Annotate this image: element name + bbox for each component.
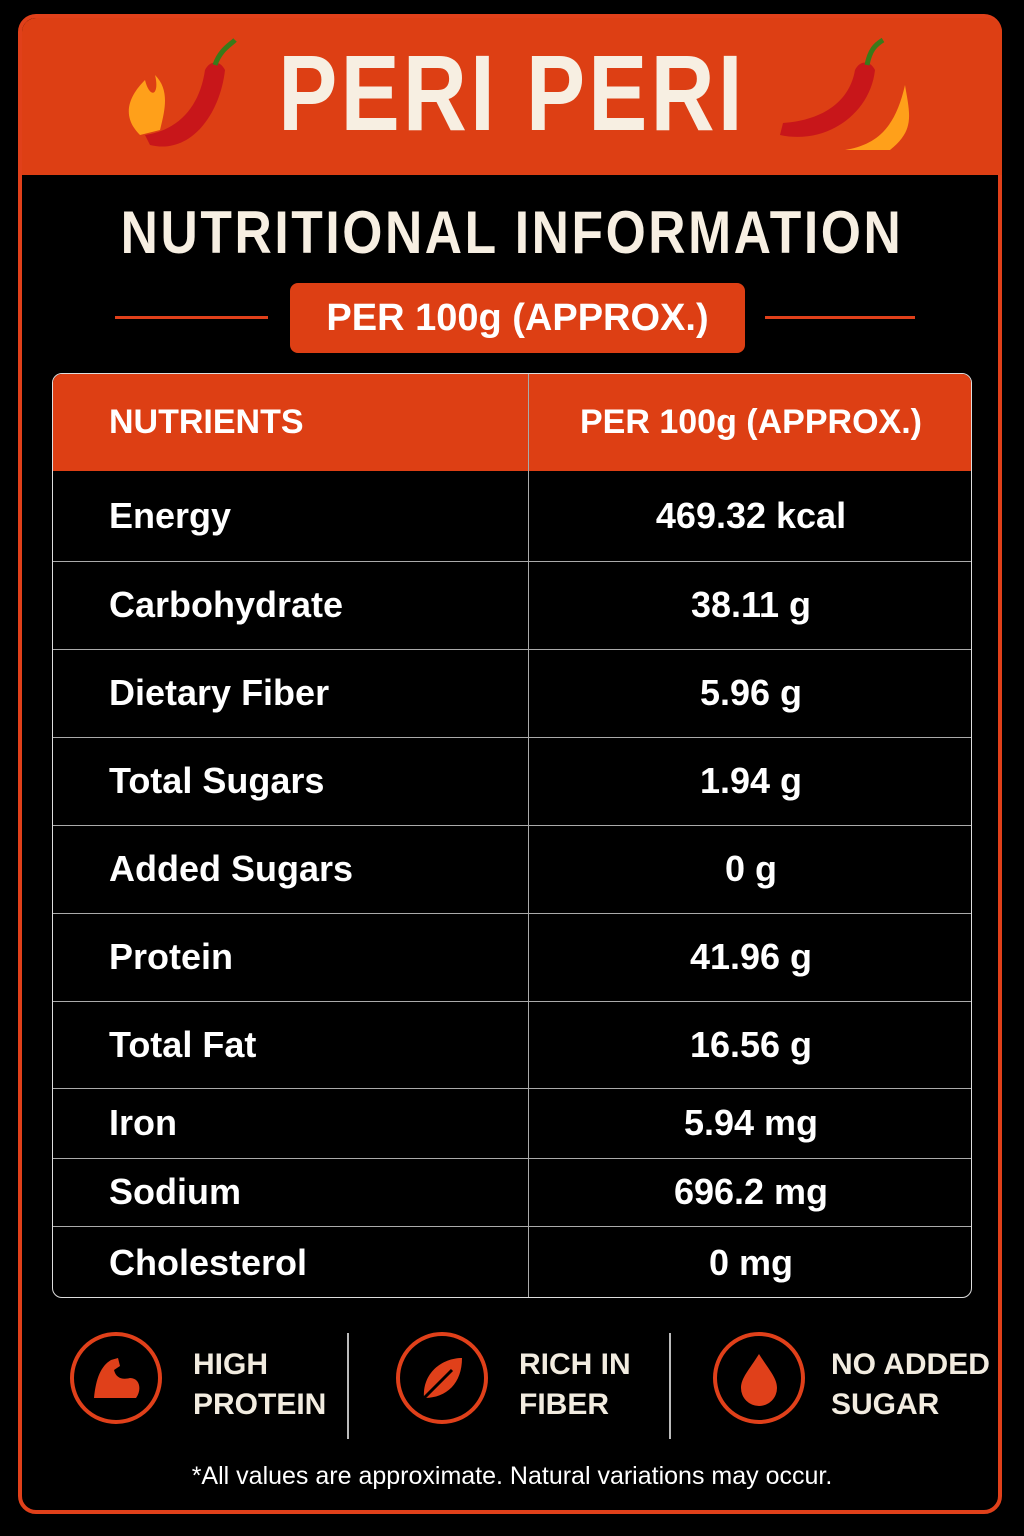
feature-icon xyxy=(396,1332,488,1424)
header-row xyxy=(53,374,971,471)
nutrient-name: Cholesterol xyxy=(109,1241,308,1283)
column-divider xyxy=(528,374,529,1297)
subtitle: NUTRITIONAL INFORMATION xyxy=(120,199,904,266)
nutrient-name: Total Fat xyxy=(109,1023,257,1065)
nutrient-value: 5.94 mg xyxy=(683,1102,819,1143)
nutrient-name: Carbohydrate xyxy=(109,584,344,625)
feature-label: RICH IN xyxy=(519,1348,631,1381)
footnote: *All values are approximate. Natural var… xyxy=(191,1462,833,1490)
header-band xyxy=(22,18,1002,175)
nutrient-value: 1.94 g xyxy=(699,760,803,801)
nutrient-name: Total Sugars xyxy=(109,760,325,801)
icon xyxy=(741,1354,777,1406)
nutrient-name: Iron xyxy=(109,1102,177,1143)
nutrient-value: 5.96 g xyxy=(699,672,803,713)
chili-icon xyxy=(128,38,237,147)
feature-label: PROTEIN xyxy=(193,1388,327,1421)
column-header: NUTRIENTS xyxy=(109,403,304,441)
nutrient-name: Sodium xyxy=(109,1171,241,1212)
nutrient-name: Added Sugars xyxy=(109,848,354,889)
table: NUTRIENTS PER 100g (APPROX.) Energy 469.32 … xyxy=(52,373,972,1298)
row-divider xyxy=(53,1226,971,1227)
nutrient-name: Protein xyxy=(109,936,234,977)
row-divider xyxy=(53,1088,971,1089)
nutrient-value: 696.2 mg xyxy=(673,1171,829,1212)
nutrient-name: Energy xyxy=(109,495,232,536)
nutrient-value: 16.56 g xyxy=(689,1023,813,1065)
separator xyxy=(669,1333,671,1439)
chili-icon xyxy=(780,37,910,150)
nutrient-value: 0 g xyxy=(724,848,777,889)
row-divider xyxy=(53,737,971,738)
feature-icon xyxy=(713,1332,805,1424)
row-divider xyxy=(53,1158,971,1159)
nutrient-value: 469.32 kcal xyxy=(655,495,847,536)
feature-label: FIBER xyxy=(519,1388,609,1421)
icon xyxy=(422,1358,462,1400)
feature-label: HIGH xyxy=(193,1348,268,1381)
row-divider xyxy=(53,825,971,826)
row-divider xyxy=(53,649,971,650)
column-header: PER 100g (APPROX.) xyxy=(580,403,922,441)
nutrient-value: 0 mg xyxy=(708,1241,794,1283)
title: PERI PERI xyxy=(278,32,746,153)
separator xyxy=(347,1333,349,1439)
nutrient-value: 41.96 g xyxy=(689,936,813,977)
nutrient-name: Dietary Fiber xyxy=(109,672,330,713)
feature-icon xyxy=(70,1332,162,1424)
feature-label: NO ADDED xyxy=(831,1348,990,1381)
rule xyxy=(115,316,268,319)
row-divider xyxy=(53,913,971,914)
row-divider xyxy=(53,561,971,562)
icon xyxy=(94,1358,140,1398)
rule xyxy=(765,316,915,319)
nutrient-value: 38.11 g xyxy=(690,584,812,625)
feature-label: SUGAR xyxy=(831,1388,940,1421)
frame xyxy=(18,14,1002,1514)
row-divider xyxy=(53,1001,971,1002)
badge: PER 100g (APPROX.) xyxy=(290,283,745,353)
